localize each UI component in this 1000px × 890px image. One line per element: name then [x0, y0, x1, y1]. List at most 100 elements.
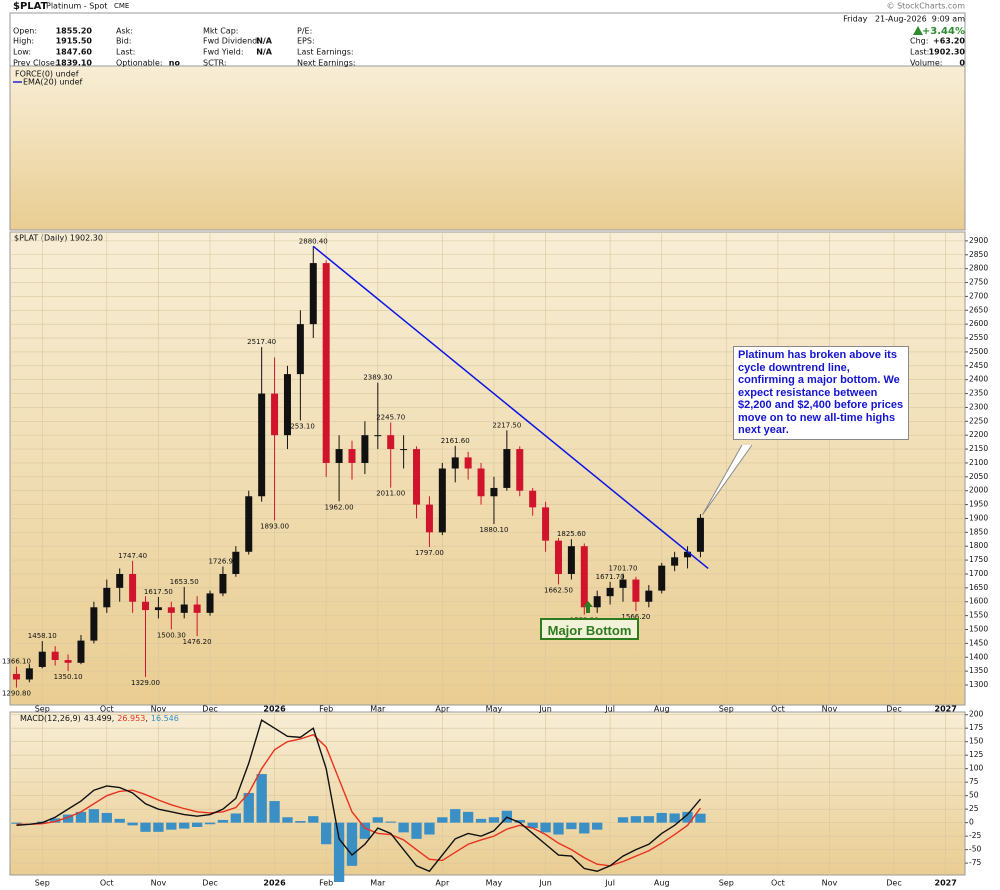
candle-body: [529, 490, 537, 508]
low-label: 1662.50: [544, 586, 573, 594]
y-tick-label: 1550: [969, 611, 988, 620]
quote-date: Friday 21-Aug-2026 9:09 am: [843, 15, 965, 24]
candle-body: [632, 579, 640, 602]
quote-value: 1855.20: [56, 27, 93, 36]
histogram-bar: [204, 822, 216, 825]
candle-body: [438, 468, 446, 533]
y-tick-label: 2700: [969, 291, 988, 300]
low-label: 1797.00: [415, 549, 444, 557]
y-tick-label: 2550: [969, 333, 988, 342]
y-tick-label: 100: [969, 764, 984, 773]
quote-label: Fwd Yield:: [203, 48, 244, 57]
candle-body: [593, 596, 601, 608]
low-label: 1566.20: [621, 613, 650, 621]
y-tick-label: 2000: [969, 486, 988, 495]
candle-body: [490, 487, 498, 497]
candle-body: [25, 668, 33, 680]
candle-body: [245, 496, 253, 552]
quote-label: SCTR:: [203, 59, 227, 68]
y-tick-label: 2600: [969, 319, 988, 328]
candle-body: [180, 604, 188, 613]
histogram-bar: [179, 822, 190, 829]
x-tick-label: Aug: [654, 879, 670, 888]
candle-body: [684, 551, 692, 558]
x-tick-label: May: [486, 879, 503, 888]
macd-panel: [9, 711, 966, 876]
x-tick-label: Jun: [538, 879, 552, 888]
x-tick-label: Oct: [771, 705, 785, 714]
x-tick-label: Dec: [202, 879, 217, 888]
candle-body: [619, 579, 627, 588]
y-tick-label: 1500: [969, 624, 988, 633]
candle-body: [103, 587, 111, 608]
histogram-bar: [669, 813, 680, 823]
candle-body: [567, 546, 575, 574]
y-tick-label: 0: [969, 818, 974, 827]
low-label: 2011.00: [376, 490, 405, 498]
high-label: 1617.50: [144, 588, 173, 596]
low-label: 1962.00: [325, 503, 354, 511]
quote-value: no: [169, 59, 181, 68]
candle-body: [309, 263, 317, 325]
high-label: 1747.40: [118, 552, 147, 560]
candle-body: [38, 651, 46, 667]
candle-body: [477, 468, 485, 497]
macd-legend: MACD(12,26,9) 43.499, 26.953, 16.546: [20, 714, 179, 723]
y-tick-label: 2800: [969, 264, 988, 273]
x-tick-label: Jul: [604, 879, 615, 888]
histogram-bar: [592, 822, 603, 830]
y-tick-label: 25: [969, 804, 979, 813]
high-label: 2517.40: [247, 338, 276, 346]
quote-value: 1847.60: [56, 48, 93, 57]
candle-body: [296, 324, 304, 375]
histogram-bar: [475, 818, 487, 823]
macd-legend-value: 43.499: [84, 714, 112, 723]
candle-body: [425, 504, 433, 533]
force-panel: [9, 65, 966, 231]
histogram-bar: [411, 822, 422, 839]
instrument-name: Platinum - Spot: [46, 2, 107, 11]
candle-body: [348, 449, 356, 463]
quote-label: Bid:: [116, 37, 131, 46]
candle-body: [51, 651, 59, 661]
quote-label: Next Earnings:: [297, 59, 356, 68]
candle-body: [206, 593, 214, 613]
macd-legend-value: 16.546: [151, 714, 179, 723]
histogram-bar: [437, 817, 448, 823]
histogram-bar: [230, 813, 242, 823]
low-label: 1880.10: [479, 526, 508, 534]
y-tick-label: 125: [969, 750, 984, 759]
histogram-bar: [11, 822, 22, 824]
x-tick-label: Mar: [370, 879, 386, 888]
candle-body: [580, 546, 588, 608]
exchange: CME: [114, 2, 129, 10]
candle-body: [400, 449, 408, 451]
histogram-bar: [140, 822, 151, 832]
histogram-bar: [217, 819, 229, 823]
low-label: 1329.00: [131, 679, 160, 687]
histogram-bar: [656, 812, 667, 823]
histogram-bar: [321, 822, 332, 845]
y-tick-label: 2350: [969, 389, 988, 398]
quote-value: 1839.10: [56, 59, 93, 68]
x-tick-label: Oct: [100, 879, 114, 888]
legend-separator: ,: [112, 714, 115, 723]
quote-label: Low:: [13, 48, 31, 57]
candle-body: [335, 449, 343, 463]
high-label: 1726.90: [208, 558, 237, 566]
histogram-bar: [295, 821, 306, 823]
x-tick-label: Apr: [435, 705, 450, 714]
overlay-legend: FORCE(0) undef: [15, 70, 79, 79]
price-panel-title: $PLAT (Daily) 1902.30: [14, 234, 103, 243]
histogram-bar: [269, 801, 280, 823]
price-panel: [9, 231, 966, 706]
x-tick-label: Sep: [35, 705, 50, 714]
high-label: 2389.30: [363, 374, 392, 382]
x-tick-label: Apr: [435, 879, 450, 888]
x-tick-label: 2027: [935, 705, 957, 714]
x-tick-label: Dec: [886, 879, 901, 888]
high-label: 1825.60: [557, 530, 586, 538]
candle-body: [193, 604, 201, 613]
quote-label: P/E:: [297, 27, 312, 36]
